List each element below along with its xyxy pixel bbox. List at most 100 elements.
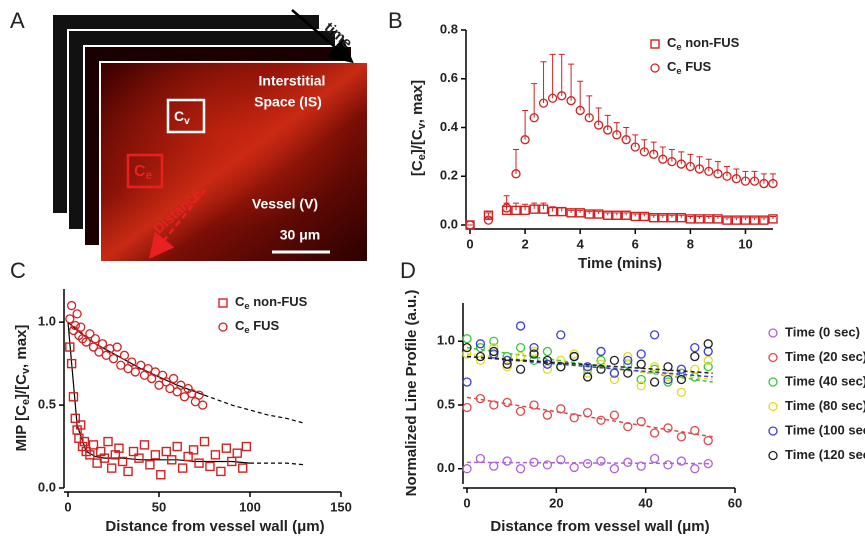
marker — [462, 349, 472, 359]
marker — [609, 464, 620, 474]
legend-marker — [768, 377, 778, 387]
marker — [556, 404, 566, 414]
marker — [475, 453, 486, 464]
legend-marker — [768, 426, 778, 436]
error-bar — [531, 83, 538, 118]
error-bar — [751, 170, 758, 182]
cv-box — [166, 98, 206, 134]
marker — [462, 402, 472, 413]
marker — [127, 357, 137, 367]
legend-label: Time (80 sec) — [785, 398, 865, 413]
marker — [722, 215, 732, 225]
x-tick-label: 40 — [638, 495, 652, 510]
marker — [667, 156, 677, 167]
error-bar — [568, 209, 575, 213]
marker — [547, 206, 558, 217]
marker — [538, 204, 549, 214]
text-part: ]/[C — [409, 129, 426, 154]
marker — [139, 440, 150, 450]
legend-marker — [218, 322, 228, 332]
error-bar — [485, 217, 492, 221]
marker — [483, 215, 494, 225]
error-bar — [595, 211, 602, 215]
marker — [557, 91, 567, 101]
error-bar — [623, 212, 630, 216]
marker — [731, 174, 742, 184]
marker — [676, 364, 687, 374]
marker — [475, 339, 486, 349]
y-tick-label: 0.5 — [437, 396, 455, 411]
legend-marker — [218, 298, 228, 308]
fit-line — [67, 321, 205, 396]
marker — [636, 359, 646, 369]
y-tick-label: 0.5 — [38, 397, 56, 412]
marker — [676, 212, 686, 223]
marker — [713, 214, 723, 224]
marker — [575, 105, 585, 116]
error-bar — [733, 168, 740, 179]
error-bar — [623, 127, 630, 140]
subscript: e — [676, 42, 681, 52]
marker — [676, 159, 686, 169]
error-bar — [659, 146, 666, 160]
marker — [119, 350, 130, 360]
text-part: C — [667, 35, 677, 50]
marker — [176, 380, 186, 390]
x-axis-title: Distance from vessel wall (μm) — [490, 518, 709, 535]
text-part: C — [134, 163, 146, 180]
y-tick-label: 0.6 — [440, 70, 458, 85]
marker — [68, 392, 79, 402]
marker — [569, 349, 579, 359]
error-bar — [650, 214, 657, 218]
x-tick-label: 10 — [738, 236, 752, 251]
marker — [199, 436, 210, 447]
marker — [690, 342, 700, 353]
error-bar — [632, 134, 639, 147]
time-arrow — [291, 9, 354, 64]
marker — [582, 458, 593, 469]
legend-label: Time (120 sec) — [785, 447, 865, 462]
marker — [609, 368, 620, 378]
marker — [216, 466, 226, 477]
marker — [66, 358, 77, 369]
marker — [556, 330, 566, 340]
marker — [462, 377, 472, 387]
marker — [768, 178, 778, 189]
marker — [731, 215, 742, 225]
legend-label: Time (0 sec) — [785, 324, 860, 339]
marker — [639, 211, 650, 222]
marker — [227, 456, 237, 467]
error-bar — [604, 212, 611, 216]
marker — [194, 458, 204, 468]
marker — [515, 464, 526, 474]
marker — [85, 450, 95, 460]
marker — [475, 342, 486, 353]
legend-marker — [768, 328, 778, 338]
marker — [603, 210, 613, 220]
marker — [515, 406, 526, 416]
fit-line — [250, 462, 305, 466]
text-part: FUS — [682, 59, 712, 74]
marker — [161, 446, 171, 457]
marker — [79, 436, 90, 447]
marker — [542, 355, 553, 366]
error-bar — [770, 215, 776, 219]
marker — [768, 214, 778, 224]
marker — [143, 363, 153, 374]
marker — [529, 457, 539, 467]
error-bar — [760, 173, 767, 184]
marker — [639, 147, 650, 157]
marker — [694, 214, 705, 224]
marker — [489, 342, 499, 353]
marker — [475, 355, 486, 366]
legend-label: Ce FUS — [235, 318, 280, 335]
marker — [569, 462, 579, 473]
marker — [612, 130, 622, 140]
text-part: C — [235, 294, 245, 309]
subscript: v — [416, 123, 428, 129]
error-bar — [668, 148, 675, 162]
marker — [676, 456, 687, 466]
marker — [703, 362, 713, 372]
marker — [609, 410, 620, 420]
error-bar — [586, 211, 593, 215]
